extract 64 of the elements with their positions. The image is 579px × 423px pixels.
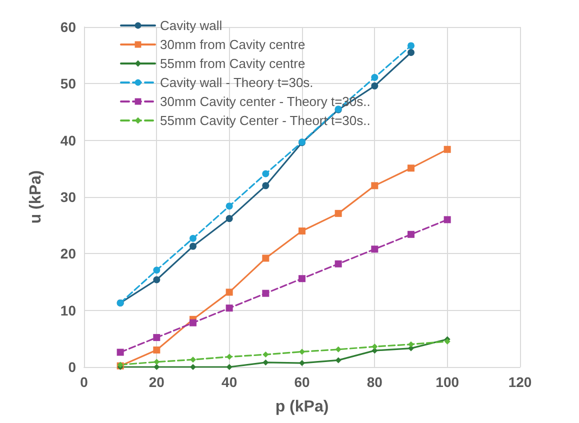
point xyxy=(190,234,196,242)
point xyxy=(408,42,414,50)
legend-label: 30mm from Cavity centre xyxy=(160,37,306,52)
point xyxy=(335,357,342,364)
point xyxy=(371,82,378,90)
y-tick-label: 0 xyxy=(68,359,76,375)
y-tick-label: 10 xyxy=(60,302,76,318)
point xyxy=(408,230,414,238)
point xyxy=(226,202,233,210)
x-tick-label: 0 xyxy=(80,374,88,390)
legend-label: 55mm from Cavity centre xyxy=(160,56,306,71)
point xyxy=(154,364,160,370)
point xyxy=(334,260,342,268)
x-tick-label: 40 xyxy=(222,374,238,390)
y-tick-label: 30 xyxy=(60,189,76,205)
point xyxy=(408,164,414,172)
point xyxy=(262,352,269,358)
point xyxy=(153,334,160,342)
legend-label: Cavity wall xyxy=(160,18,222,33)
point xyxy=(190,364,196,370)
y-axis-title: u (kPa) xyxy=(28,170,44,224)
point xyxy=(226,304,233,312)
point xyxy=(226,288,233,296)
point xyxy=(299,348,305,355)
x-tick-label: 20 xyxy=(148,374,165,390)
point xyxy=(371,182,378,190)
y-tick-label: 50 xyxy=(60,76,76,92)
point xyxy=(444,146,451,153)
point xyxy=(226,215,233,222)
x-tick-label: 60 xyxy=(294,374,310,390)
point xyxy=(190,356,196,363)
point xyxy=(153,276,160,284)
point xyxy=(262,254,270,262)
point xyxy=(226,364,232,370)
point xyxy=(372,344,378,350)
point xyxy=(334,210,342,217)
point xyxy=(298,228,306,234)
point xyxy=(262,170,270,178)
point xyxy=(444,338,450,344)
point xyxy=(153,266,160,274)
point xyxy=(190,319,196,326)
x-tick-label: 80 xyxy=(366,374,383,390)
y-tick-label: 60 xyxy=(60,19,76,35)
point xyxy=(335,346,342,352)
point xyxy=(190,242,196,250)
point xyxy=(262,290,270,297)
point xyxy=(262,182,270,190)
legend-label: Cavity wall - Theory t=30s. xyxy=(160,75,314,90)
point xyxy=(116,348,124,356)
point xyxy=(408,49,414,56)
point xyxy=(371,246,378,253)
x-tick-label: 120 xyxy=(508,374,532,390)
y-tick-label: 20 xyxy=(60,246,76,262)
point xyxy=(444,216,451,224)
point xyxy=(408,341,414,348)
legend-label: 55mm Cavity Center - Theort t=30s.. xyxy=(160,113,370,128)
point xyxy=(371,74,378,81)
point xyxy=(299,360,305,366)
point xyxy=(226,354,232,360)
point xyxy=(298,275,306,282)
x-axis-title: p (kPa) xyxy=(275,398,329,416)
x-tick-label: 100 xyxy=(436,374,460,390)
point xyxy=(153,346,160,354)
y-tick-label: 40 xyxy=(60,132,76,148)
